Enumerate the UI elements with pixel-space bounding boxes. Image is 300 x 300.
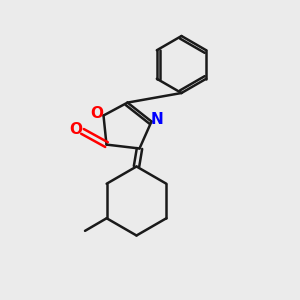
Text: O: O (69, 122, 82, 136)
Text: O: O (90, 106, 104, 121)
Text: N: N (151, 112, 163, 128)
